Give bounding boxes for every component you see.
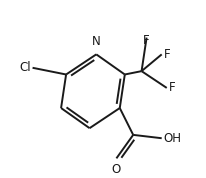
Text: F: F: [143, 34, 150, 47]
Text: N: N: [92, 35, 101, 48]
Text: F: F: [169, 81, 175, 94]
Text: Cl: Cl: [19, 61, 31, 74]
Text: F: F: [163, 48, 170, 61]
Text: OH: OH: [163, 132, 181, 145]
Text: O: O: [112, 163, 121, 176]
